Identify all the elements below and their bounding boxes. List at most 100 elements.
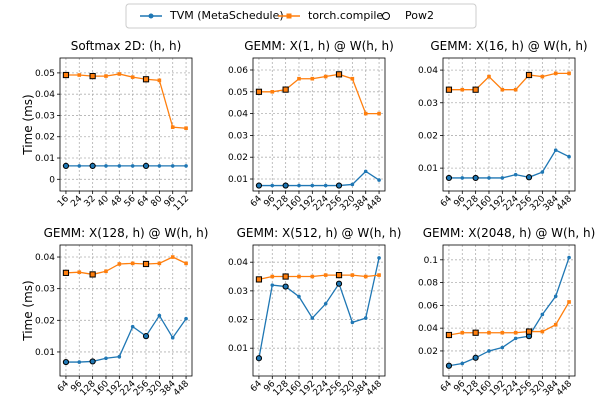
pow2-point [445,362,453,369]
data-point [323,273,328,277]
data-point [323,74,328,79]
data-point [540,312,545,317]
y-tick-label: 0.03 [35,111,55,121]
data-point [184,164,188,168]
pow2-point [282,273,289,280]
data-point [460,87,465,92]
data-point [297,76,301,81]
subplot-title: GEMM: X(2048, h) @ W(h, h) [423,226,596,240]
data-point [297,294,301,299]
legend-label: torch.compile [308,9,383,22]
y-tick-label: 0.01 [418,164,438,174]
series-line [448,301,570,336]
data-point [184,126,188,131]
x-tick-label: 448 [555,194,574,213]
data-point [487,349,491,353]
data-point [157,261,162,266]
pow2-point [255,276,263,283]
data-point [117,72,122,76]
data-point [270,283,275,287]
series-line [65,73,187,129]
pow2-point [445,86,453,93]
data-point [104,356,108,361]
data-point [117,262,122,266]
data-point [77,164,82,168]
pow2-point [335,271,343,279]
series-line [258,170,380,187]
data-point [500,345,505,350]
data-point [157,78,162,83]
pow2-point [62,162,70,169]
legend-marker [382,12,390,20]
data-point [270,183,275,188]
data-point [77,270,82,275]
legend-label: Pow2 [405,9,434,22]
y-tick-label: 0.01 [228,344,248,354]
pow2-point [282,182,289,189]
series-line [448,72,570,91]
plot-frame [252,57,386,192]
plot-frame [59,244,193,377]
plot-frame [442,57,576,192]
y-tick-label: 0.04 [418,66,438,76]
subplot-title: Softmax 2D: (h, h) [71,39,182,53]
y-tick-label: 0 [49,175,55,185]
subplot-title: GEMM: X(128, h) @ W(h, h) [44,226,209,240]
series-line [258,274,380,281]
pow2-point [255,88,263,95]
pow2-point [282,283,289,290]
data-point [77,73,82,77]
y-tick-label: 0.02 [418,131,438,141]
data-point [117,164,122,168]
data-point [567,255,571,260]
data-point [310,316,315,320]
data-point [460,361,465,366]
pow2-point [472,174,479,182]
y-tick-label: 0.04 [35,90,55,100]
y-axis-label: Time (ms) [21,280,35,342]
data-point [350,182,355,187]
y-tick-label: 0.01 [35,154,55,164]
series-line [258,73,380,115]
y-tick-label: 0.05 [35,69,55,79]
data-point [170,164,175,168]
data-point [513,330,518,335]
series-line [448,257,570,367]
plot-frame [442,244,576,377]
data-point [500,330,505,335]
y-tick-label: 0.03 [228,287,248,297]
data-point [513,172,518,177]
data-point [310,183,315,188]
pow2-point [472,329,479,336]
y-tick-label: 0.04 [418,324,438,334]
data-point [377,178,381,182]
y-tick-label: 0.01 [35,348,55,358]
pow2-point [525,174,533,181]
data-point [130,75,135,79]
data-point [500,176,505,180]
y-tick-label: 0.02 [35,316,55,326]
data-point [297,274,301,279]
data-point [553,148,558,152]
y-tick-label: 0.08 [418,279,438,289]
y-tick-label: 0.02 [228,153,248,163]
y-tick-label: 0.01 [228,175,248,185]
y-tick-label: 0.06 [228,66,248,76]
subplot-title: GEMM: X(1, h) @ W(h, h) [244,39,394,53]
pow2-point [335,71,343,78]
legend-label: TVM (MetaSchedule) [169,9,284,22]
data-point [104,269,108,274]
data-point [184,316,188,321]
data-point [460,330,465,335]
data-point [487,330,491,335]
legend-marker [286,13,292,19]
y-tick-label: 0.03 [228,131,248,141]
data-point [540,170,545,174]
legend-box [125,3,477,29]
series-line [258,257,380,359]
pow2-point [335,280,343,287]
pow2-point [89,358,96,365]
data-point [270,89,275,94]
pow2-point [89,162,96,169]
